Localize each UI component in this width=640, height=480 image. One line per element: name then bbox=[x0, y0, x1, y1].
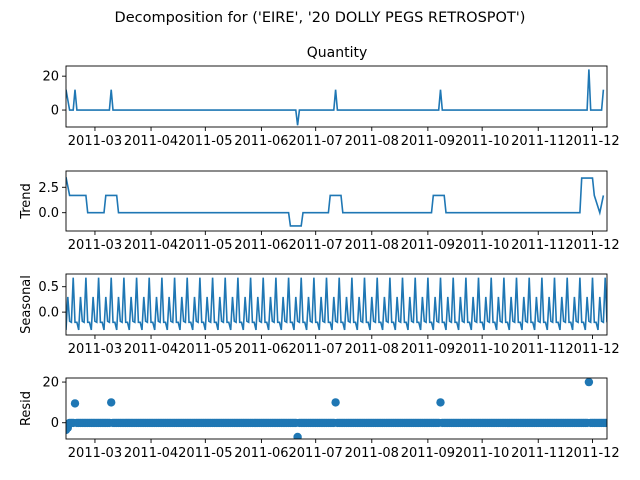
resid-point bbox=[70, 399, 80, 408]
seasonal-ylabel: Seasonal bbox=[19, 275, 34, 334]
seasonal-xtick-label: 2011-04 bbox=[124, 342, 178, 357]
seasonal-data bbox=[66, 277, 607, 331]
quantity-data bbox=[66, 69, 605, 126]
seasonal-xtick-label: 2011-06 bbox=[234, 342, 288, 357]
resid-point bbox=[584, 378, 594, 387]
resid-xtick-label: 2011-04 bbox=[124, 446, 178, 461]
trend-ytick-label: 0.0 bbox=[38, 206, 59, 221]
seasonal-ytick-label: 0.5 bbox=[38, 280, 59, 295]
resid-point bbox=[293, 432, 302, 439]
quantity-xtick-label: 2011-12 bbox=[565, 134, 619, 149]
resid-ylabel: Resid bbox=[19, 391, 34, 426]
trend-series-line bbox=[66, 176, 605, 227]
seasonal-xtick-label: 2011-11 bbox=[511, 342, 565, 357]
quantity-xtick-label: 2011-07 bbox=[289, 134, 343, 149]
resid-xtick-label: 2011-12 bbox=[565, 446, 619, 461]
resid-data bbox=[66, 378, 607, 439]
quantity-xtick-label: 2011-05 bbox=[178, 134, 232, 149]
seasonal-series-line bbox=[66, 277, 607, 331]
trend-xtick-label: 2011-09 bbox=[401, 238, 455, 253]
resid-point bbox=[331, 398, 340, 407]
resid-point bbox=[436, 398, 445, 407]
resid-xtick-label: 2011-08 bbox=[345, 446, 399, 461]
trend-xtick-label: 2011-03 bbox=[68, 238, 122, 253]
trend-xtick-label: 2011-04 bbox=[124, 238, 178, 253]
trend-ylabel: Trend bbox=[19, 183, 34, 220]
quantity-xtick-label: 2011-04 bbox=[124, 134, 178, 149]
trend-axes-frame bbox=[65, 170, 608, 232]
quantity-xtick-label: 2011-09 bbox=[401, 134, 455, 149]
trend-data bbox=[66, 176, 605, 227]
seasonal-axes-frame bbox=[65, 273, 608, 336]
seasonal-xtick-label: 2011-12 bbox=[565, 342, 619, 357]
quantity-axes-frame bbox=[65, 65, 608, 128]
seasonal-xtick-label: 2011-08 bbox=[345, 342, 399, 357]
seasonal-xtick-label: 2011-03 bbox=[68, 342, 122, 357]
trend-xtick-label: 2011-08 bbox=[345, 238, 399, 253]
quantity-xtick-label: 2011-03 bbox=[68, 134, 122, 149]
resid-axes-frame bbox=[65, 377, 608, 440]
seasonal-xtick-label: 2011-09 bbox=[401, 342, 455, 357]
quantity-xtick-label: 2011-06 bbox=[234, 134, 288, 149]
resid-xtick-label: 2011-11 bbox=[511, 446, 565, 461]
quantity-panel-title: Quantity bbox=[307, 45, 368, 61]
resid-xtick-label: 2011-09 bbox=[401, 446, 455, 461]
trend-xtick-label: 2011-05 bbox=[178, 238, 232, 253]
resid-ytick-label: 0 bbox=[51, 416, 59, 431]
figure-suptitle: Decomposition for ('EIRE', '20 DOLLY PEG… bbox=[115, 10, 526, 26]
quantity-ytick-label: 0 bbox=[51, 104, 59, 119]
resid-xtick-label: 2011-03 bbox=[68, 446, 122, 461]
seasonal-ytick-label: 0.0 bbox=[38, 306, 59, 321]
trend-xtick-label: 2011-06 bbox=[234, 238, 288, 253]
quantity-xtick-label: 2011-08 bbox=[345, 134, 399, 149]
resid-ytick-label: 20 bbox=[42, 376, 59, 391]
quantity-ytick-label: 20 bbox=[42, 70, 59, 85]
trend-xtick-label: 2011-07 bbox=[289, 238, 343, 253]
resid-xtick-label: 2011-06 bbox=[234, 446, 288, 461]
resid-point bbox=[107, 398, 116, 407]
seasonal-xtick-label: 2011-10 bbox=[455, 342, 509, 357]
trend-xtick-label: 2011-12 bbox=[565, 238, 619, 253]
quantity-xtick-label: 2011-10 bbox=[455, 134, 509, 149]
resid-xtick-label: 2011-07 bbox=[289, 446, 343, 461]
seasonal-xtick-label: 2011-05 bbox=[178, 342, 232, 357]
seasonal-xtick-label: 2011-07 bbox=[289, 342, 343, 357]
quantity-xtick-label: 2011-11 bbox=[511, 134, 565, 149]
resid-xtick-label: 2011-10 bbox=[455, 446, 509, 461]
trend-ytick-label: 2.5 bbox=[38, 181, 59, 196]
trend-xtick-label: 2011-11 bbox=[511, 238, 565, 253]
trend-xtick-label: 2011-10 bbox=[455, 238, 509, 253]
resid-xtick-label: 2011-05 bbox=[178, 446, 232, 461]
resid-point bbox=[602, 418, 607, 428]
quantity-series-line bbox=[66, 69, 605, 126]
